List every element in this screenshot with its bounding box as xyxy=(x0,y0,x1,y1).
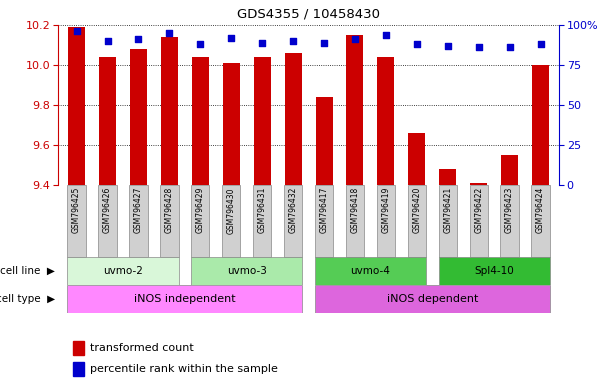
Bar xyxy=(408,185,426,257)
Bar xyxy=(222,185,240,257)
Bar xyxy=(285,53,302,185)
Point xyxy=(474,44,483,50)
Bar xyxy=(73,362,84,376)
Point xyxy=(196,41,205,47)
Bar xyxy=(532,65,549,185)
Bar xyxy=(130,49,147,185)
Bar xyxy=(315,285,550,313)
Bar xyxy=(439,257,550,285)
Bar xyxy=(439,169,456,185)
Point xyxy=(257,40,267,46)
Bar xyxy=(67,257,178,285)
Bar xyxy=(67,185,86,257)
Bar xyxy=(439,185,457,257)
Point xyxy=(134,36,144,43)
Text: iNOS dependent: iNOS dependent xyxy=(387,294,478,304)
Text: Spl4-10: Spl4-10 xyxy=(474,266,514,276)
Bar xyxy=(346,35,364,185)
Text: GSM796428: GSM796428 xyxy=(165,187,174,233)
Point xyxy=(350,36,360,43)
Text: GSM796430: GSM796430 xyxy=(227,187,236,233)
Bar xyxy=(315,257,426,285)
Bar xyxy=(532,185,550,257)
Point xyxy=(226,35,236,41)
Text: GSM796422: GSM796422 xyxy=(474,187,483,233)
Text: uvmo-3: uvmo-3 xyxy=(227,266,266,276)
Text: uvmo-4: uvmo-4 xyxy=(351,266,390,276)
Bar xyxy=(346,185,364,257)
Point xyxy=(164,30,174,36)
Text: GSM796417: GSM796417 xyxy=(320,187,329,233)
Text: uvmo-2: uvmo-2 xyxy=(103,266,143,276)
Text: GSM796424: GSM796424 xyxy=(536,187,545,233)
Text: GDS4355 / 10458430: GDS4355 / 10458430 xyxy=(237,7,380,20)
Text: GSM796418: GSM796418 xyxy=(351,187,359,233)
Bar xyxy=(98,185,117,257)
Text: GSM796426: GSM796426 xyxy=(103,187,112,233)
Text: iNOS independent: iNOS independent xyxy=(134,294,236,304)
Text: cell type  ▶: cell type ▶ xyxy=(0,294,55,304)
Point xyxy=(288,38,298,44)
Text: transformed count: transformed count xyxy=(90,343,194,353)
Bar xyxy=(192,57,209,185)
Bar xyxy=(68,27,85,185)
Bar xyxy=(253,185,271,257)
Text: GSM796423: GSM796423 xyxy=(505,187,514,233)
Bar xyxy=(500,185,519,257)
Bar xyxy=(284,185,302,257)
Bar xyxy=(315,185,333,257)
Bar xyxy=(408,133,425,185)
Text: GSM796419: GSM796419 xyxy=(381,187,390,233)
Point xyxy=(536,41,546,47)
Bar xyxy=(67,285,302,313)
Bar xyxy=(315,97,332,185)
Bar xyxy=(73,341,84,356)
Bar xyxy=(377,185,395,257)
Bar xyxy=(469,185,488,257)
Bar xyxy=(191,185,210,257)
Point xyxy=(71,28,81,35)
Bar xyxy=(160,185,178,257)
Text: GSM796420: GSM796420 xyxy=(412,187,422,233)
Bar xyxy=(223,63,240,185)
Text: GSM796421: GSM796421 xyxy=(443,187,452,233)
Point xyxy=(412,41,422,47)
Text: percentile rank within the sample: percentile rank within the sample xyxy=(90,364,278,374)
Bar xyxy=(130,185,148,257)
Point xyxy=(443,43,453,49)
Text: GSM796427: GSM796427 xyxy=(134,187,143,233)
Bar xyxy=(254,57,271,185)
Bar xyxy=(470,183,487,185)
Bar xyxy=(99,57,116,185)
Bar xyxy=(161,37,178,185)
Text: GSM796431: GSM796431 xyxy=(258,187,266,233)
Point xyxy=(381,31,391,38)
Point xyxy=(103,38,112,44)
Point xyxy=(319,40,329,46)
Text: GSM796429: GSM796429 xyxy=(196,187,205,233)
Text: cell line  ▶: cell line ▶ xyxy=(0,266,55,276)
Text: GSM796432: GSM796432 xyxy=(288,187,298,233)
Bar xyxy=(378,57,394,185)
Point xyxy=(505,44,514,50)
Bar xyxy=(501,155,518,185)
Text: GSM796425: GSM796425 xyxy=(72,187,81,233)
Bar xyxy=(191,257,302,285)
